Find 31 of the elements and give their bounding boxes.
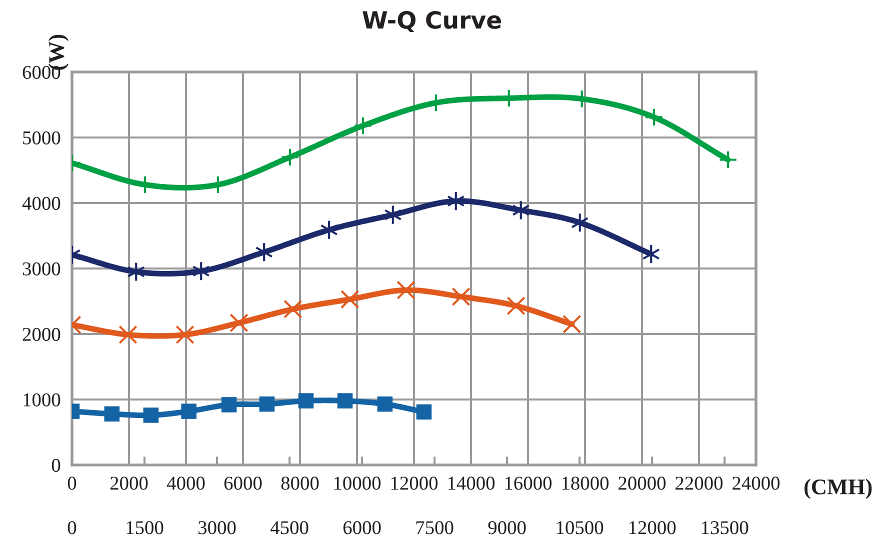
x2-tick-label: 10500 (556, 521, 604, 534)
x-tick-label: 16000 (505, 476, 552, 490)
x-tick-label: 0 (68, 476, 76, 490)
x2-tick-label: 13500 (702, 521, 748, 534)
y-tick-label: 4000 (22, 196, 60, 210)
x2-tick-label: 0 (68, 521, 76, 534)
y-tick-label: 2000 (22, 328, 60, 341)
x-tick-label: 10000 (334, 476, 381, 490)
x-axis-title: (CMH) (804, 478, 872, 499)
x-tick-label: 8000 (281, 476, 319, 490)
x2-tick-label: 3000 (198, 521, 236, 534)
y-tick-label: 1000 (24, 393, 60, 406)
x2-tick-label: 9000 (488, 521, 526, 534)
x2-tick-label: 6000 (343, 521, 381, 534)
x-tick-label: 14000 (448, 476, 495, 490)
x2-tick-label: 7500 (416, 521, 454, 534)
x-tick-label: 12000 (391, 476, 438, 490)
x-tick-label: 22000 (676, 476, 723, 490)
y-tick-label: 5000 (23, 131, 60, 144)
x-tick-label: 4000 (166, 476, 205, 490)
chart-title: W-Q Curve (362, 10, 501, 32)
x2-tick-label: 12000 (629, 521, 676, 534)
y-tick-label: 0 (52, 458, 60, 472)
x-tick-label: 24000 (732, 476, 780, 490)
x-tick-label: 2000 (110, 476, 148, 490)
x2-tick-label: 4500 (270, 521, 308, 534)
x-tick-label: 20000 (618, 476, 666, 490)
y-tick-label: 3000 (22, 262, 60, 276)
x-tick-label: 18000 (562, 476, 609, 490)
x-tick-label: 6000 (224, 476, 262, 490)
x2-tick-label: 1500 (126, 521, 164, 534)
